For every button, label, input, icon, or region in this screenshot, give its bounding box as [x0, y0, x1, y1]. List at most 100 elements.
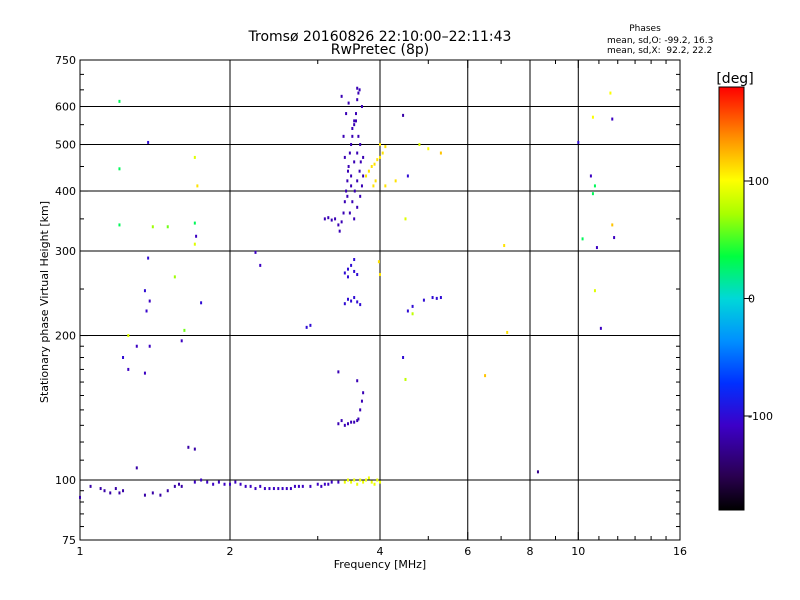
data-point — [599, 326, 602, 330]
data-point — [381, 151, 384, 155]
data-point — [379, 155, 381, 159]
data-point — [353, 217, 356, 221]
data-point — [536, 470, 539, 474]
data-point — [359, 160, 362, 164]
data-point — [143, 493, 146, 497]
data-point — [289, 487, 292, 491]
data-point — [357, 134, 360, 138]
data-point — [356, 205, 359, 209]
data-point — [411, 304, 414, 308]
data-point — [373, 162, 376, 166]
data-point — [316, 482, 319, 486]
data-point — [239, 482, 242, 486]
data-point — [196, 184, 199, 188]
colorbar-ticks: 100 0 -100 — [744, 175, 773, 423]
data-point — [259, 484, 262, 488]
data-point — [581, 237, 584, 241]
chart-subtitle: RwPretec (8p) — [331, 42, 429, 58]
data-point — [346, 297, 349, 301]
x-tick-label: 2 — [227, 545, 234, 558]
data-point — [337, 223, 340, 227]
data-point — [122, 355, 125, 359]
data-point — [359, 194, 362, 198]
data-point — [589, 174, 592, 178]
data-point — [346, 179, 349, 183]
data-point — [320, 484, 323, 488]
data-points — [79, 86, 616, 499]
data-point — [595, 246, 598, 250]
data-point — [379, 480, 381, 484]
data-point — [367, 169, 370, 173]
data-point — [343, 155, 346, 159]
data-point — [346, 194, 349, 198]
data-point — [109, 491, 112, 495]
data-point — [402, 355, 405, 359]
data-point — [418, 143, 421, 147]
data-point — [357, 91, 360, 95]
data-point — [340, 419, 343, 423]
data-point — [360, 105, 363, 109]
data-point — [301, 484, 304, 488]
data-point — [439, 296, 442, 300]
y-tick-label: 400 — [55, 185, 76, 198]
data-point — [297, 484, 300, 488]
data-point — [127, 367, 130, 371]
data-point — [577, 140, 580, 144]
data-point — [234, 480, 237, 484]
data-point — [356, 419, 359, 423]
data-point — [593, 184, 596, 188]
data-point — [89, 484, 92, 488]
colorbar-tick-label: -100 — [748, 410, 773, 423]
y-tick-label: 75 — [62, 534, 76, 547]
data-point — [327, 482, 330, 486]
data-point — [180, 339, 183, 343]
data-point — [337, 370, 340, 374]
colorbar: [deg] 100 0 -100 — [716, 71, 773, 511]
y-tick-label: 500 — [55, 139, 76, 152]
data-point — [285, 487, 288, 491]
data-point — [346, 267, 349, 271]
data-point — [200, 478, 203, 482]
data-point — [166, 225, 169, 229]
data-point — [353, 420, 356, 424]
y-tick-label: 750 — [55, 54, 76, 67]
data-point — [183, 328, 186, 332]
data-point — [365, 174, 368, 178]
data-point — [173, 275, 176, 279]
data-point — [360, 399, 363, 403]
data-point — [118, 223, 121, 227]
data-point — [346, 422, 349, 426]
data-point — [379, 273, 381, 277]
data-point — [323, 217, 326, 221]
data-point — [402, 113, 405, 117]
data-point — [362, 155, 365, 159]
data-point — [135, 344, 138, 348]
data-point — [147, 140, 150, 144]
data-point — [103, 489, 106, 493]
phase-info-x: mean, sd,X: 92.2, 22.2 — [607, 46, 712, 56]
data-point — [350, 420, 353, 424]
data-point — [193, 221, 196, 225]
data-point — [353, 189, 356, 193]
data-point — [346, 169, 349, 173]
data-point — [354, 112, 357, 116]
data-point — [340, 94, 343, 98]
data-point — [346, 275, 349, 279]
data-point — [342, 134, 345, 138]
data-point — [376, 158, 379, 162]
data-point — [127, 334, 130, 338]
data-point — [351, 126, 354, 130]
data-point — [151, 491, 154, 495]
data-point — [187, 445, 190, 449]
data-point — [384, 184, 387, 188]
x-tick-label: 6 — [464, 545, 471, 558]
data-point — [406, 174, 409, 178]
x-axis-label: Frequency [MHz] — [334, 558, 426, 571]
data-point — [351, 200, 354, 204]
y-tick-label: 200 — [55, 330, 76, 343]
phase-info: Phases mean, sd,O: -99.2, 16.3 mean, sd,… — [607, 24, 713, 56]
data-point — [340, 220, 343, 224]
data-point — [345, 189, 348, 193]
data-point — [365, 478, 368, 482]
